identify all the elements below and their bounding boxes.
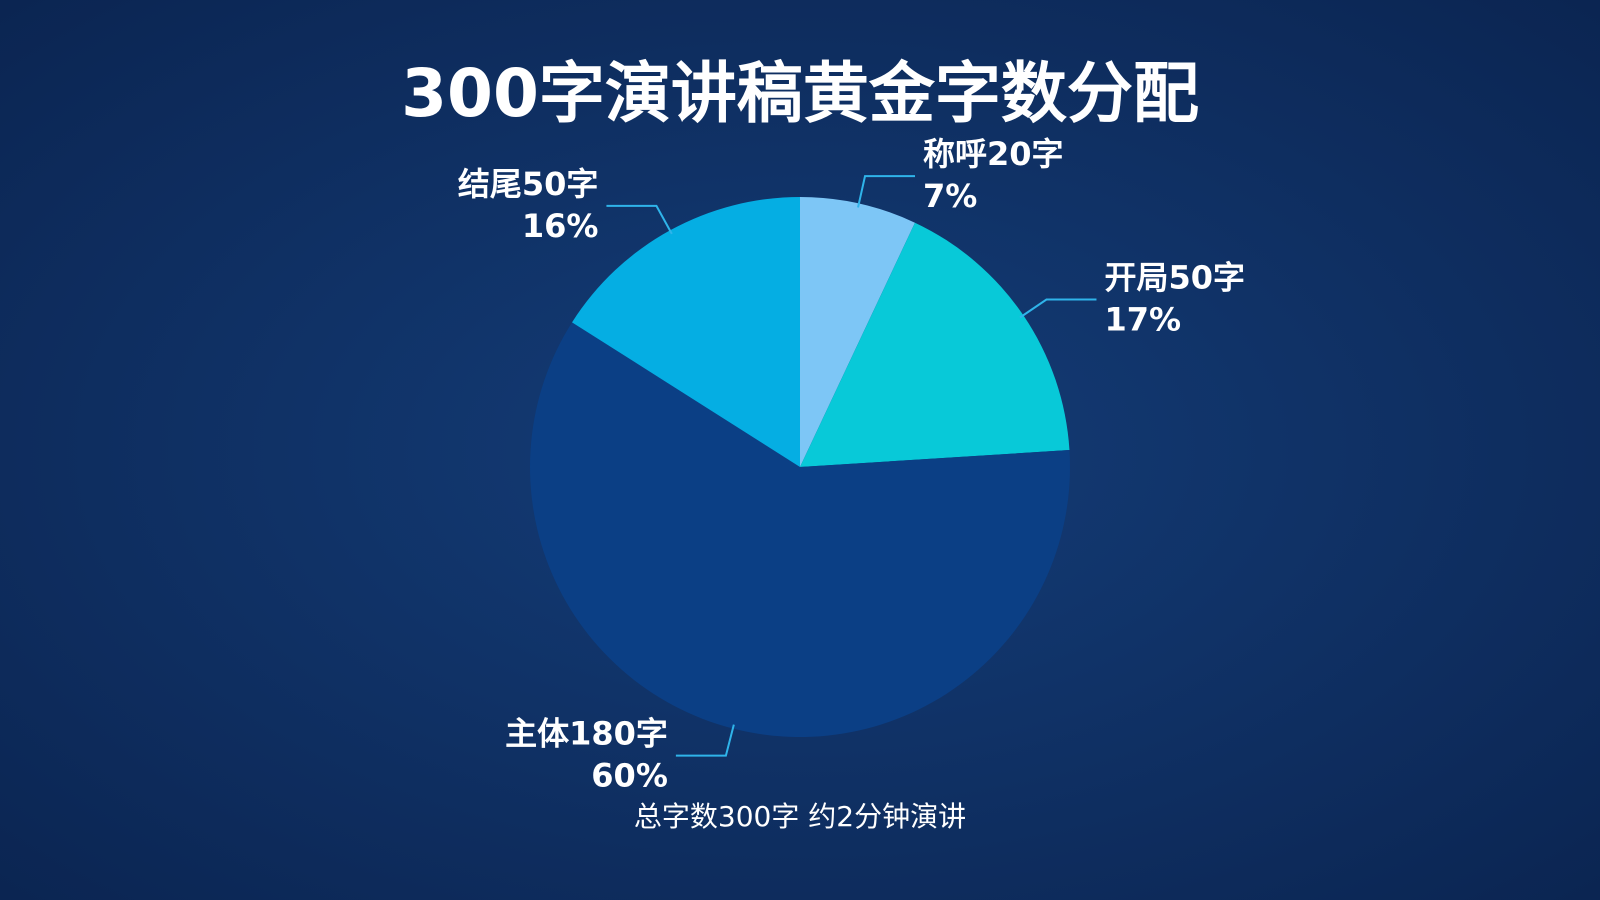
pie-slice	[529, 322, 1070, 738]
slice-value-label: 7%	[923, 177, 977, 215]
slice-value-label: 16%	[522, 207, 599, 245]
chart-note: 总字数300字 约2分钟演讲	[634, 800, 966, 833]
pie-slice	[800, 222, 1070, 467]
chart-title: 300字演讲稿黄金字数分配	[401, 55, 1199, 132]
leader-line	[606, 204, 673, 235]
slice-value-label: 60%	[591, 757, 668, 795]
leader-line	[1019, 298, 1097, 319]
leader-line	[857, 175, 916, 208]
pie-slice	[572, 197, 800, 467]
slice-label: 称呼20字	[923, 135, 1064, 173]
slice-value-label: 17%	[1104, 300, 1181, 338]
slice-label: 结尾50字	[458, 165, 599, 203]
slice-label: 主体180字	[505, 715, 668, 753]
pie-slice	[800, 197, 915, 467]
slice-label: 开局50字	[1104, 258, 1245, 296]
leader-line	[675, 724, 735, 757]
